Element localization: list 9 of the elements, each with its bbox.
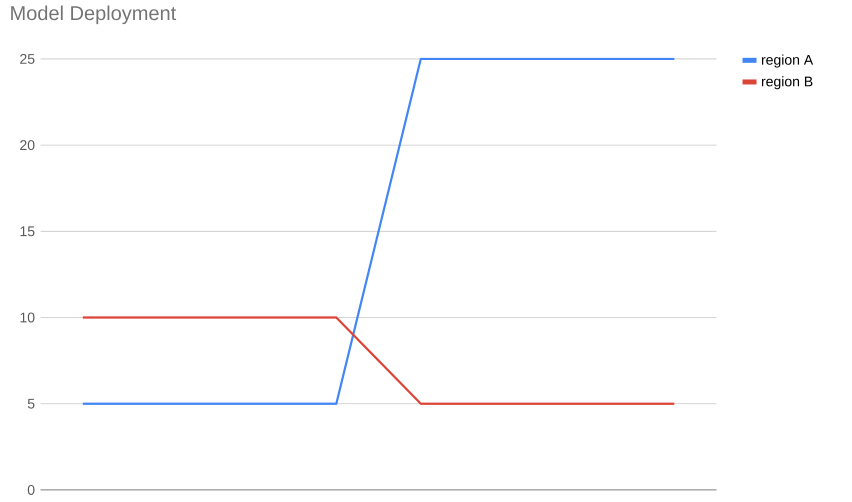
y-tick-label: 20 bbox=[20, 140, 34, 150]
y-tick-label: 10 bbox=[20, 312, 34, 322]
legend-label: region B bbox=[762, 76, 812, 90]
y-tick-label: 5 bbox=[28, 398, 34, 409]
y-tick-label: 0 bbox=[28, 484, 34, 495]
legend-label: region A bbox=[762, 54, 814, 68]
y-tick-label: 25 bbox=[20, 54, 34, 64]
y-tick-label: 15 bbox=[20, 226, 34, 236]
chart-title: Model Deployment bbox=[11, 6, 176, 24]
